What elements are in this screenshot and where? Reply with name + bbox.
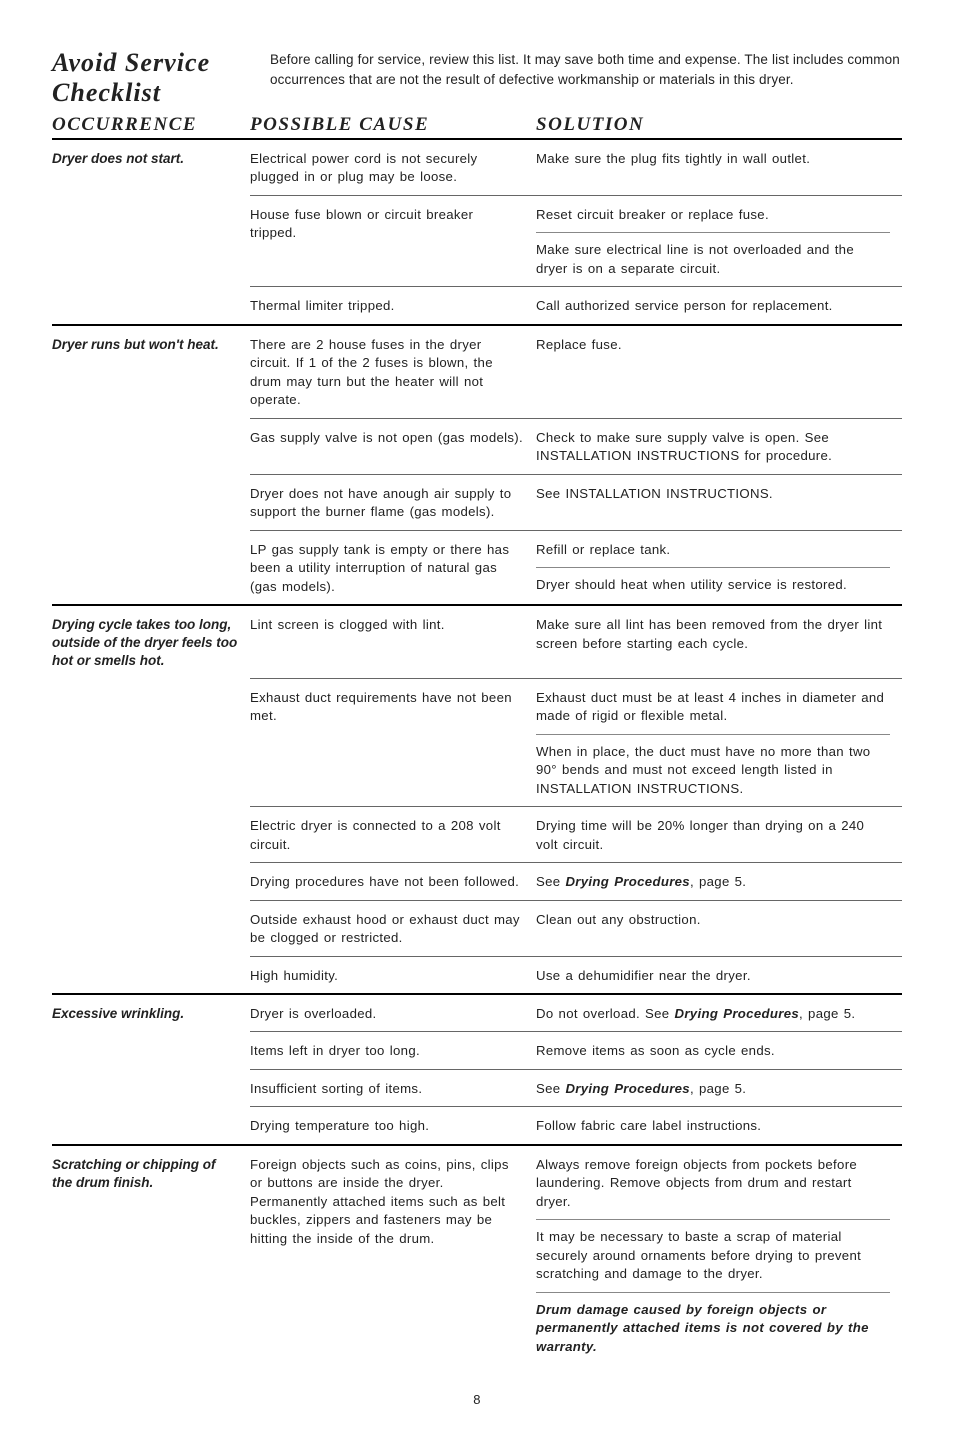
- occurrence-cell: [52, 1107, 250, 1143]
- header-cause: POSSIBLE CAUSE: [250, 114, 536, 138]
- cause-cell: Exhaust duct requirements have not been …: [250, 679, 536, 807]
- cause-cell: Electric dryer is connected to a 208 vol…: [250, 807, 536, 863]
- occurrence-cell: Dryer runs but won't heat.: [52, 326, 250, 419]
- table-row: Excessive wrinkling.Dryer is overloaded.…: [52, 995, 902, 1032]
- page-number: 8: [52, 1392, 902, 1407]
- occurrence-cell: [52, 419, 250, 475]
- table-row: Dryer does not start.Electrical power co…: [52, 140, 902, 196]
- solution-text: Refill or replace tank.: [536, 541, 890, 567]
- solution-text: It may be necessary to baste a scrap of …: [536, 1219, 890, 1291]
- cause-cell: Thermal limiter tripped.: [250, 287, 536, 323]
- section: Dryer runs but won't heat.There are 2 ho…: [52, 324, 902, 604]
- table-row: Exhaust duct requirements have not been …: [52, 679, 902, 807]
- occurrence-cell: Dryer does not start.: [52, 140, 250, 196]
- solution-text: Make sure electrical line is not overloa…: [536, 232, 890, 278]
- solution-cell: Follow fabric care label instructions.: [536, 1107, 902, 1143]
- occurrence-cell: [52, 531, 250, 604]
- solution-cell: Make sure all lint has been removed from…: [536, 606, 902, 679]
- table-row: High humidity.Use a dehumidifier near th…: [52, 957, 902, 993]
- cause-cell: High humidity.: [250, 957, 536, 993]
- solution-text: Dryer should heat when utility service i…: [536, 567, 890, 594]
- solution-cell: See Drying Procedures, page 5.: [536, 863, 902, 900]
- occurrence-cell: [52, 807, 250, 863]
- solution-cell: Make sure the plug fits tightly in wall …: [536, 140, 902, 196]
- table-row: Dryer does not have anough air supply to…: [52, 475, 902, 531]
- table-row: Dryer runs but won't heat.There are 2 ho…: [52, 326, 902, 419]
- solution-cell: Clean out any obstruction.: [536, 901, 902, 957]
- cause-cell: House fuse blown or circuit breaker trip…: [250, 196, 536, 287]
- solution-cell: Reset circuit breaker or replace fuse.Ma…: [536, 196, 902, 287]
- cause-cell: Dryer does not have anough air supply to…: [250, 475, 536, 531]
- table-row: Drying temperature too high.Follow fabri…: [52, 1107, 902, 1143]
- solution-text: Exhaust duct must be at least 4 inches i…: [536, 689, 890, 734]
- solution-cell: Exhaust duct must be at least 4 inches i…: [536, 679, 902, 807]
- occurrence-cell: [52, 1032, 250, 1069]
- section: Drying cycle takes too long, outside of …: [52, 604, 902, 993]
- cause-cell: Drying procedures have not been followed…: [250, 863, 536, 900]
- section: Excessive wrinkling.Dryer is overloaded.…: [52, 993, 902, 1144]
- solution-cell: Drying time will be 20% longer than dryi…: [536, 807, 902, 863]
- cause-cell: Outside exhaust hood or exhaust duct may…: [250, 901, 536, 957]
- table-row: Drying procedures have not been followed…: [52, 863, 902, 900]
- troubleshooting-table: Dryer does not start.Electrical power co…: [52, 138, 902, 1365]
- occurrence-cell: [52, 957, 250, 993]
- table-row: Items left in dryer too long.Remove item…: [52, 1032, 902, 1069]
- occurrence-cell: [52, 863, 250, 900]
- table-row: Electric dryer is connected to a 208 vol…: [52, 807, 902, 863]
- table-row: Gas supply valve is not open (gas models…: [52, 419, 902, 475]
- cause-cell: Drying temperature too high.: [250, 1107, 536, 1143]
- solution-cell: Use a dehumidifier near the dryer.: [536, 957, 902, 993]
- solution-cell: Refill or replace tank.Dryer should heat…: [536, 531, 902, 604]
- occurrence-cell: Excessive wrinkling.: [52, 995, 250, 1032]
- table-row: House fuse blown or circuit breaker trip…: [52, 196, 902, 287]
- document-title: Avoid Service Checklist: [52, 48, 242, 108]
- table-row: Drying cycle takes too long, outside of …: [52, 606, 902, 679]
- solution-cell: Check to make sure supply valve is open.…: [536, 419, 902, 475]
- cause-cell: Dryer is overloaded.: [250, 995, 536, 1032]
- occurrence-cell: [52, 196, 250, 287]
- occurrence-cell: Scratching or chipping of the drum finis…: [52, 1146, 250, 1364]
- cause-cell: There are 2 house fuses in the dryer cir…: [250, 326, 536, 419]
- solution-text: When in place, the duct must have no mor…: [536, 734, 890, 798]
- cause-cell: Items left in dryer too long.: [250, 1032, 536, 1069]
- cause-cell: Electrical power cord is not securely pl…: [250, 140, 536, 196]
- table-row: LP gas supply tank is empty or there has…: [52, 531, 902, 604]
- cause-cell: Gas supply valve is not open (gas models…: [250, 419, 536, 475]
- intro-text: Before calling for service, review this …: [270, 48, 902, 89]
- table-row: Scratching or chipping of the drum finis…: [52, 1146, 902, 1364]
- cause-cell: Foreign objects such as coins, pins, cli…: [250, 1146, 536, 1364]
- solution-cell: Do not overload. See Drying Procedures, …: [536, 995, 902, 1032]
- solution-text: Drum damage caused by foreign objects or…: [536, 1292, 890, 1356]
- column-headers: OCCURRENCE POSSIBLE CAUSE SOLUTION: [52, 114, 902, 138]
- occurrence-cell: [52, 679, 250, 807]
- table-row: Outside exhaust hood or exhaust duct may…: [52, 901, 902, 957]
- section: Dryer does not start.Electrical power co…: [52, 138, 902, 324]
- cause-cell: LP gas supply tank is empty or there has…: [250, 531, 536, 604]
- solution-cell: Call authorized service person for repla…: [536, 287, 902, 323]
- header-occurrence: OCCURRENCE: [52, 114, 250, 138]
- table-row: Thermal limiter tripped.Call authorized …: [52, 287, 902, 323]
- solution-cell: Remove items as soon as cycle ends.: [536, 1032, 902, 1069]
- table-row: Insufficient sorting of items.See Drying…: [52, 1070, 902, 1107]
- solution-cell: Replace fuse.: [536, 326, 902, 419]
- cause-cell: Insufficient sorting of items.: [250, 1070, 536, 1107]
- occurrence-cell: [52, 901, 250, 957]
- header-row: Avoid Service Checklist Before calling f…: [52, 48, 902, 108]
- solution-cell: See INSTALLATION INSTRUCTIONS.: [536, 475, 902, 531]
- section: Scratching or chipping of the drum finis…: [52, 1144, 902, 1364]
- occurrence-cell: [52, 475, 250, 531]
- cause-cell: Lint screen is clogged with lint.: [250, 606, 536, 679]
- occurrence-cell: Drying cycle takes too long, outside of …: [52, 606, 250, 679]
- occurrence-cell: [52, 1070, 250, 1107]
- occurrence-cell: [52, 287, 250, 323]
- solution-text: Reset circuit breaker or replace fuse.: [536, 206, 890, 232]
- solution-cell: See Drying Procedures, page 5.: [536, 1070, 902, 1107]
- solution-cell: Always remove foreign objects from pocke…: [536, 1146, 902, 1364]
- solution-text: Always remove foreign objects from pocke…: [536, 1156, 890, 1219]
- header-solution: SOLUTION: [536, 114, 902, 138]
